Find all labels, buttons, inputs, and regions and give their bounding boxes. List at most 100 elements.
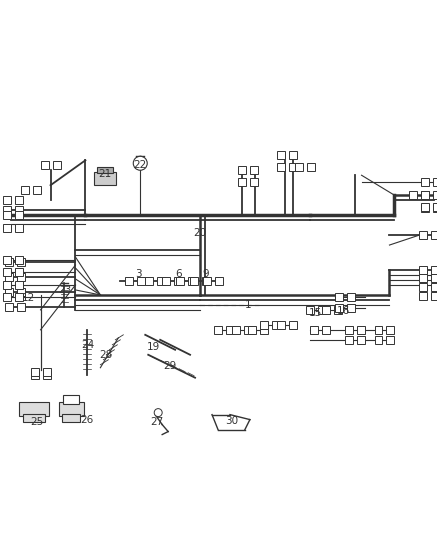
Bar [17,288,25,296]
Bar [244,326,252,334]
Bar [125,277,133,285]
Bar [3,281,11,289]
Bar [41,161,49,169]
Bar [3,293,11,301]
Bar [64,394,79,403]
Bar [433,191,438,199]
Bar [431,292,438,300]
Bar [272,321,280,329]
Bar [202,277,210,285]
Text: 23: 23 [58,285,71,295]
Bar [321,306,330,314]
Bar [260,321,268,329]
Bar [176,277,184,285]
Bar [310,326,318,334]
Bar [289,321,297,329]
Bar [374,326,382,334]
Text: 29: 29 [163,361,177,371]
Bar [335,293,343,301]
Bar [386,336,395,344]
Circle shape [133,156,147,170]
Bar [238,166,246,174]
Bar [42,371,50,379]
Bar [431,266,438,274]
Bar [321,326,330,334]
Bar [433,178,438,186]
Bar [318,306,326,314]
Bar [14,211,23,219]
Bar [42,368,50,376]
Bar [63,414,81,422]
Bar [289,151,297,159]
Bar [17,258,25,266]
Bar [3,196,11,204]
Text: 12: 12 [22,293,35,303]
Text: 28: 28 [100,350,113,360]
Bar [419,274,427,282]
Bar [23,414,45,422]
Bar [421,203,429,211]
Bar [14,196,23,204]
Bar [17,273,25,281]
Bar [3,256,11,264]
Bar [357,336,364,344]
Text: 3: 3 [135,269,141,279]
Text: 26: 26 [80,415,93,425]
Bar [419,231,427,239]
Bar [3,206,11,214]
Bar [14,293,23,301]
Bar [157,277,165,285]
Bar [162,277,170,285]
Bar [346,293,355,301]
Bar [250,178,258,186]
Bar [433,204,438,212]
Bar [190,277,198,285]
Bar [295,163,303,171]
Bar [431,231,438,239]
Bar [14,281,23,289]
Text: 24: 24 [81,340,94,350]
Bar [289,163,297,171]
Text: 25: 25 [30,417,43,426]
Bar [357,326,364,334]
Text: 6: 6 [175,269,181,279]
Text: 27: 27 [151,417,164,426]
Bar [226,326,234,334]
Bar [3,211,11,219]
Bar [5,303,13,311]
Bar [307,163,314,171]
Text: 16: 16 [337,306,350,316]
Bar [345,326,353,334]
Bar [277,163,285,171]
Bar [238,178,246,186]
Bar [59,402,85,416]
Bar [277,151,285,159]
Bar [95,172,117,185]
Bar [5,273,13,281]
Bar [31,371,39,379]
Bar [419,266,427,274]
Bar [433,203,438,211]
Bar [277,321,285,329]
Bar [17,303,25,311]
Text: 19: 19 [147,342,160,352]
Bar [334,306,342,314]
Bar [5,288,13,296]
Bar [14,206,23,214]
Bar [260,326,268,334]
Bar [31,368,39,376]
Bar [145,277,153,285]
Bar [232,326,240,334]
Bar [346,304,355,312]
Text: 20: 20 [194,228,207,238]
Bar [215,277,223,285]
Bar [421,204,429,212]
Bar [174,277,182,285]
Text: 9: 9 [203,269,209,279]
Bar [431,283,438,291]
Bar [32,186,41,194]
Text: 15: 15 [309,308,322,318]
Bar [19,402,49,416]
Bar [188,277,196,285]
Bar [419,292,427,300]
